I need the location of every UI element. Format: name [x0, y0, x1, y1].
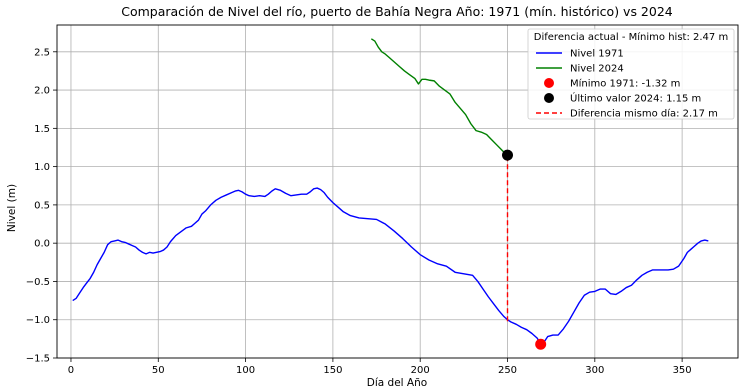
legend-title: Diferencia actual - Mínimo hist: 2.47 m: [534, 31, 728, 43]
y-tick-label: 0.5: [34, 200, 50, 211]
legend-box: [527, 28, 735, 120]
series-line-2024: [370, 38, 508, 156]
legend-swatch: [544, 93, 554, 103]
legend-entry-label: Último valor 2024: 1.15 m: [570, 92, 701, 105]
y-axis: −1.5 −1.0 −0.5 0.0 0.5 1.0 1.5 2.0 2.5: [26, 47, 57, 365]
x-tick-label: 50: [152, 365, 165, 376]
y-axis-label: Nivel (m): [6, 184, 18, 232]
y-tick-label: −0.5: [26, 277, 50, 288]
legend: Diferencia actual - Mínimo hist: 2.47 m N…: [527, 28, 735, 120]
x-tick-label: 300: [585, 365, 604, 376]
x-tick-label: 250: [498, 365, 517, 376]
y-tick-label: 0.0: [34, 239, 50, 250]
legend-swatch: [544, 78, 554, 88]
x-tick-label: 0: [68, 365, 74, 376]
y-tick-label: −1.0: [26, 315, 50, 326]
chart-title: Comparación de Nivel del río, puerto de …: [121, 4, 673, 19]
last-value-2024-marker: [502, 149, 514, 161]
series-layer: [72, 38, 709, 345]
y-tick-label: 2.0: [34, 86, 50, 97]
y-tick-label: 1.5: [34, 124, 50, 135]
x-tick-label: 350: [673, 365, 692, 376]
x-tick-label: 200: [411, 365, 430, 376]
legend-entry-label: Nivel 1971: [570, 49, 624, 60]
legend-entry-label: Nivel 2024: [570, 64, 624, 75]
x-axis-label: Día del Año: [367, 377, 427, 389]
legend-entry-label: Diferencia mismo día: 2.17 m: [570, 108, 718, 120]
series-line-1971: [72, 187, 709, 345]
x-tick-label: 150: [323, 365, 342, 376]
legend-entry-label: Mínimo 1971: -1.32 m: [570, 78, 680, 90]
x-tick-label: 100: [236, 365, 255, 376]
minimum-1971-marker: [535, 338, 547, 350]
x-axis: 0 50 100 150 200 250 300 350: [68, 358, 692, 376]
marker-layer: [502, 149, 547, 350]
y-tick-label: −1.5: [26, 354, 50, 365]
y-tick-label: 1.0: [34, 162, 50, 173]
y-tick-label: 2.5: [34, 47, 50, 58]
plot-frame: [56, 24, 739, 359]
